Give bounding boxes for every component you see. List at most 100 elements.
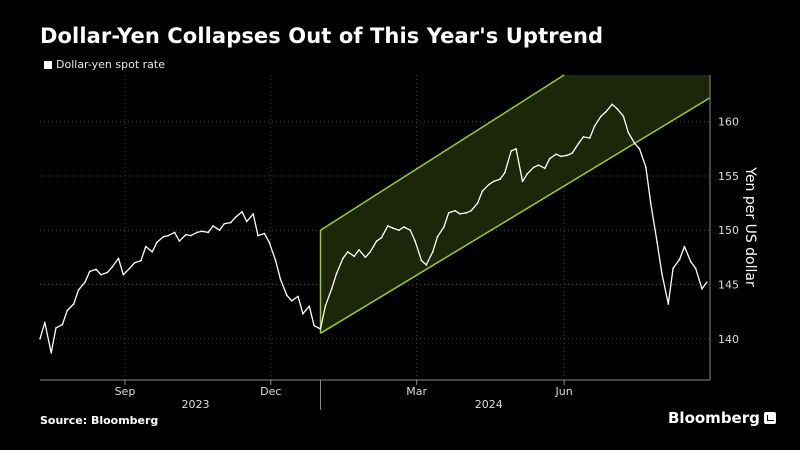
data-point bbox=[189, 234, 192, 237]
chart-title: Dollar-Yen Collapses Out of This Year's … bbox=[40, 24, 604, 48]
data-point bbox=[308, 305, 311, 307]
data-point bbox=[622, 115, 625, 118]
data-point bbox=[122, 273, 125, 276]
data-point bbox=[55, 327, 57, 329]
data-point bbox=[144, 245, 147, 248]
y-tick-label: 150 bbox=[718, 224, 739, 237]
data-point bbox=[313, 324, 315, 327]
data-point bbox=[532, 166, 535, 169]
data-point bbox=[290, 299, 293, 302]
data-point bbox=[447, 212, 450, 214]
series-layer bbox=[39, 103, 708, 354]
data-point bbox=[414, 240, 416, 242]
data-point bbox=[106, 271, 109, 274]
data-point bbox=[324, 305, 327, 307]
source-note: Source: Bloomberg bbox=[40, 414, 159, 427]
data-point bbox=[689, 260, 692, 263]
data-point bbox=[185, 233, 187, 236]
data-point bbox=[499, 178, 501, 180]
channel-lower-line bbox=[320, 97, 711, 334]
data-point bbox=[88, 270, 91, 273]
data-point bbox=[140, 259, 142, 262]
y-tick-label: 145 bbox=[718, 278, 739, 291]
legend: Dollar-yen spot rate bbox=[44, 58, 165, 71]
data-point bbox=[443, 226, 445, 228]
data-point bbox=[380, 237, 383, 239]
data-point bbox=[560, 155, 562, 158]
data-point bbox=[100, 273, 102, 276]
data-point bbox=[600, 115, 602, 118]
x-tick-label: Sep bbox=[115, 385, 136, 398]
data-point bbox=[95, 268, 97, 271]
channel-fill bbox=[320, 75, 710, 334]
series-line bbox=[39, 103, 708, 354]
data-point bbox=[667, 303, 670, 305]
data-point bbox=[470, 209, 472, 212]
data-point bbox=[128, 267, 131, 270]
data-point bbox=[156, 241, 158, 243]
y-tick-label: 155 bbox=[718, 170, 739, 183]
data-point bbox=[201, 230, 203, 233]
x-tick-label: Jun bbox=[555, 385, 573, 398]
data-point bbox=[375, 240, 378, 242]
data-point bbox=[133, 261, 136, 264]
data-point bbox=[77, 289, 80, 291]
data-point bbox=[353, 255, 355, 258]
data-point bbox=[571, 152, 573, 154]
data-point bbox=[593, 125, 596, 127]
data-point bbox=[425, 264, 428, 266]
data-point bbox=[694, 267, 697, 270]
x-tick-label: Mar bbox=[406, 385, 427, 398]
data-point bbox=[398, 229, 400, 232]
data-point bbox=[39, 337, 41, 340]
data-point bbox=[61, 323, 64, 326]
data-point bbox=[223, 222, 226, 225]
data-point bbox=[705, 281, 708, 284]
data-point bbox=[431, 251, 434, 253]
data-point bbox=[358, 248, 360, 251]
data-point bbox=[656, 241, 658, 243]
y-tick-label: 160 bbox=[718, 116, 739, 129]
data-point bbox=[481, 190, 484, 192]
data-point bbox=[346, 251, 349, 253]
data-point bbox=[649, 202, 652, 204]
data-point bbox=[492, 180, 495, 183]
data-point bbox=[297, 295, 299, 298]
data-point bbox=[342, 257, 344, 260]
data-point bbox=[245, 220, 248, 223]
data-point bbox=[403, 226, 405, 228]
year-label: 2024 bbox=[475, 398, 503, 411]
y-tick-label: 140 bbox=[718, 333, 739, 346]
data-point bbox=[72, 303, 75, 305]
data-point bbox=[577, 142, 580, 145]
data-point bbox=[173, 231, 176, 234]
data-point bbox=[465, 212, 468, 214]
data-point bbox=[521, 180, 524, 183]
data-point bbox=[555, 153, 557, 156]
data-point bbox=[454, 209, 456, 212]
data-point bbox=[616, 107, 618, 110]
data-point bbox=[279, 278, 282, 280]
data-point bbox=[218, 229, 221, 232]
data-point bbox=[162, 235, 165, 238]
brand-name: Bloomberg bbox=[668, 409, 760, 427]
data-point bbox=[526, 172, 529, 175]
data-point bbox=[286, 294, 288, 297]
data-point bbox=[510, 150, 513, 152]
data-point bbox=[605, 111, 607, 113]
data-point bbox=[488, 183, 490, 186]
data-point bbox=[420, 259, 423, 262]
data-point bbox=[207, 231, 210, 234]
data-point bbox=[364, 256, 367, 259]
legend-label: Dollar-yen spot rate bbox=[56, 58, 165, 71]
data-point bbox=[229, 221, 232, 224]
data-point bbox=[611, 103, 614, 106]
data-point bbox=[544, 167, 546, 170]
data-point bbox=[268, 241, 271, 243]
data-point bbox=[234, 216, 237, 218]
data-point bbox=[274, 259, 277, 262]
data-point bbox=[638, 148, 641, 150]
channel-upper-line bbox=[320, 74, 565, 231]
data-point bbox=[633, 142, 636, 145]
data-point bbox=[44, 321, 46, 324]
